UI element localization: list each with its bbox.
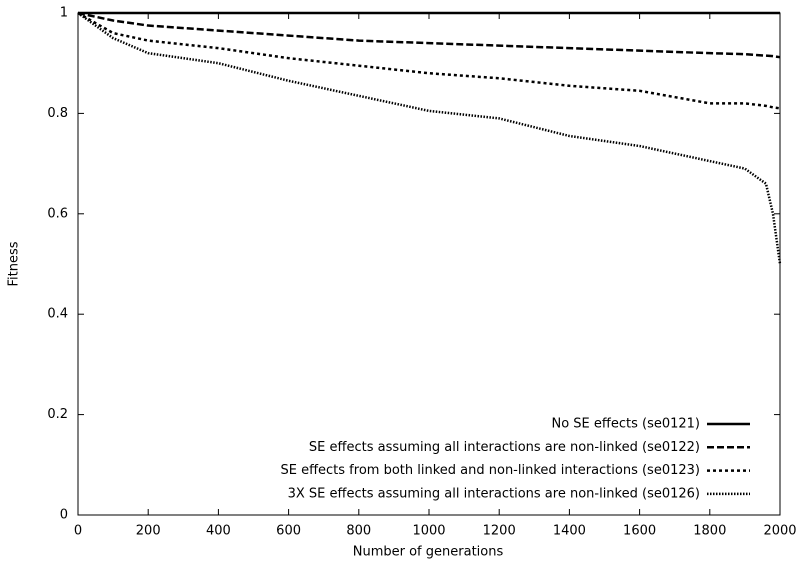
x-tick-label: 0 (74, 524, 82, 539)
x-tick-label: 1600 (623, 524, 656, 539)
series-line (77, 11, 781, 110)
x-tick-label: 600 (276, 524, 301, 539)
series-line (77, 11, 781, 59)
legend-label: No SE effects (se0121) (551, 417, 700, 432)
y-tick-label: 0 (60, 508, 68, 523)
y-tick-label: 0.8 (47, 106, 68, 121)
x-tick-label: 1000 (412, 524, 445, 539)
x-tick-label: 800 (346, 524, 371, 539)
y-tick-label: 1 (60, 6, 68, 21)
y-axis-label: Fitness (7, 241, 22, 286)
x-tick-label: 2000 (763, 524, 796, 539)
x-tick-label: 200 (136, 524, 161, 539)
y-tick-label: 0.2 (47, 407, 68, 422)
legend-label: 3X SE effects assuming all interactions … (288, 486, 700, 501)
x-tick-label: 400 (206, 524, 231, 539)
series-line (77, 11, 782, 265)
x-tick-label: 1800 (693, 524, 726, 539)
legend-label: SE effects from both linked and non-link… (280, 463, 700, 478)
x-axis-label: Number of generations (353, 545, 504, 560)
legend-label: SE effects assuming all interactions are… (309, 440, 700, 455)
x-tick-label: 1400 (553, 524, 586, 539)
x-tick-label: 1200 (483, 524, 516, 539)
y-tick-label: 0.4 (47, 307, 68, 322)
y-tick-label: 0.6 (47, 206, 68, 221)
